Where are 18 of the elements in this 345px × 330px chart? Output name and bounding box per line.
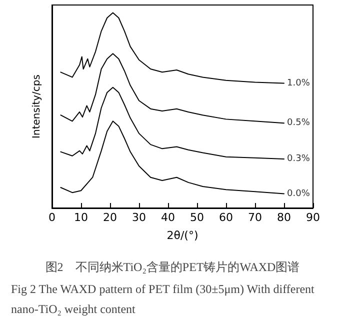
x-axis-title: 2θ/(°) (166, 229, 198, 242)
x-tick-label: 10 (74, 211, 88, 224)
x-tick-label: 20 (103, 211, 117, 224)
series-label: 0.3% (287, 154, 310, 164)
text: 图2 不同纳米TiO₂含量的PET铸片的WAXD图谱 (45, 260, 300, 274)
x-tick-label: 70 (248, 211, 262, 224)
series-label: 0.5% (287, 118, 310, 128)
series-label: 0.0% (287, 188, 310, 199)
x-tick-label: 80 (277, 211, 291, 224)
x-tick-label: 40 (161, 211, 175, 224)
x-tick-label: 0 (48, 211, 56, 224)
y-axis-title: Intensity/cps (32, 74, 42, 138)
x-tick-label: 50 (190, 211, 204, 224)
series-label: 1.0% (287, 78, 310, 88)
x-tick-label: 90 (306, 211, 320, 224)
x-tick-label: 60 (219, 211, 233, 224)
x-tick-label: 30 (132, 211, 146, 224)
text: Fig 2 The WAXD pattern of PET film (30±5μm) With different nano-TiO₂ weight content (11, 282, 318, 316)
